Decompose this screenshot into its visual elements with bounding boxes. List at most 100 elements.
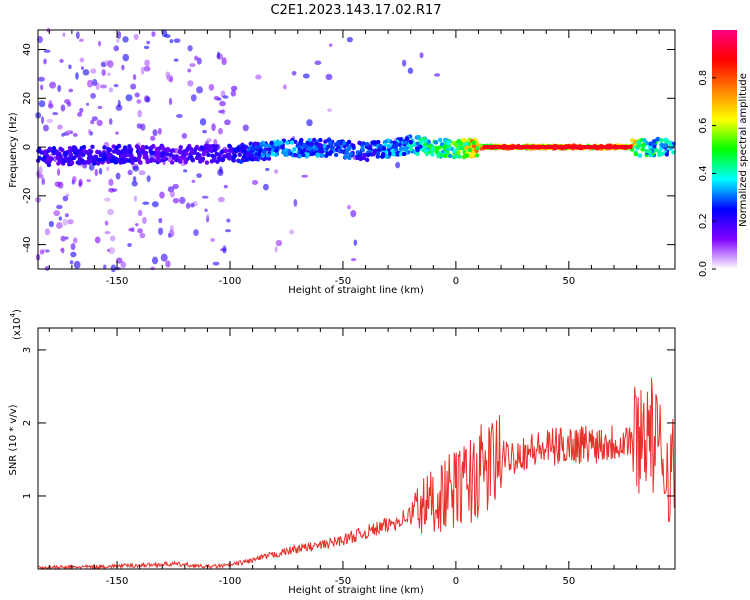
snr-line (37, 377, 676, 571)
spectrogram-cell (469, 153, 474, 158)
spectrogram-cell (59, 58, 64, 63)
spectrogram-cell (150, 135, 156, 141)
spectrogram-cell (664, 152, 670, 157)
spectrogram-cell (132, 165, 140, 172)
spectrogram-cell (73, 237, 78, 244)
spectrogram-cell (52, 112, 59, 116)
spectrogram-cell (94, 168, 98, 177)
spectrogram-cell (189, 149, 194, 155)
spectrogram-cell (117, 31, 122, 39)
spectrogram-cell (168, 229, 175, 238)
spectrogram-cell (142, 216, 147, 225)
spectrogram-cell (457, 154, 462, 159)
spectrogram-cell (36, 173, 44, 179)
spectrogram-cell (474, 153, 480, 158)
spectrogram-cell (44, 266, 50, 271)
spectrogram-cell (346, 204, 352, 210)
spectrogram-cell (196, 86, 203, 94)
spectrogram-cell (132, 176, 137, 183)
spectrogram-cell (456, 150, 461, 155)
spectrogram-cell (96, 119, 103, 127)
spectrogram-cell (206, 148, 212, 153)
spectrogram-cell (231, 154, 237, 160)
spectrogram-cell (81, 148, 86, 154)
spectrogram-cell (45, 249, 50, 253)
spectrogram-cell (652, 139, 657, 144)
spectrogram-cell (448, 153, 453, 159)
spectrogram-cell (318, 143, 324, 148)
spectrogram-cell (178, 145, 183, 150)
spectrogram-cell (408, 139, 414, 145)
spectrogram-cell (97, 105, 103, 109)
spectrogram-cell (151, 201, 159, 208)
spectrogram-cell (106, 166, 110, 172)
spectrogram-cell (241, 154, 247, 160)
spectrogram-cell (47, 146, 52, 151)
spectrogram-cell (403, 145, 408, 151)
spectrogram-cell (128, 149, 133, 155)
spectrogram-cell (40, 116, 45, 124)
spectrogram-cell (637, 143, 642, 148)
y-tick-label: 3 (22, 347, 33, 353)
spectrogram-cell (65, 193, 70, 197)
spectrogram-cells (35, 27, 676, 273)
spectrogram-cell (178, 159, 183, 164)
spectrogram-cell (224, 119, 231, 126)
spectrogram-cell (58, 146, 63, 152)
spectrogram-cell (292, 147, 297, 152)
spectrogram-cell (67, 219, 74, 225)
spectrogram-cell (357, 140, 362, 146)
spectrogram-cell (471, 144, 477, 149)
spectrogram-cell (60, 104, 66, 112)
spectrogram-cell (433, 140, 439, 145)
spectrogram-cell (57, 124, 63, 130)
snr-multiplier-prefix: (x10 (12, 317, 23, 340)
spectrogram-cell (315, 152, 320, 157)
spectrogram-cell (187, 45, 193, 52)
spectrogram-cell (76, 31, 80, 40)
spectrogram-cell (108, 187, 115, 193)
spectrogram-cell (43, 49, 51, 53)
spectrogram-cell (86, 179, 91, 183)
spectrogram-cell (78, 38, 84, 43)
spectrogram-cell (112, 149, 118, 154)
x-tick-label: 0 (453, 576, 459, 587)
colorbar-tick-label: 0.4 (698, 165, 709, 181)
spectrogram-cell (641, 142, 646, 148)
spectrogram-cell (90, 68, 97, 74)
x-tick-label: -50 (335, 576, 351, 587)
colorbar-tick-label: 0.0 (698, 261, 709, 277)
colorbar-ticks: 0.0 0.2 0.4 0.6 0.8 (698, 70, 716, 277)
spectrogram-cell (70, 251, 77, 258)
spectrogram-cell (79, 107, 84, 113)
spectrogram-cell (365, 152, 371, 158)
x-tick-label: 50 (562, 276, 575, 287)
spectrogram-cell (202, 129, 207, 134)
spectrogram-cell (328, 149, 334, 155)
spectrogram-cell (423, 142, 428, 147)
spectrogram-cell (343, 154, 348, 160)
spectrogram-cell (90, 119, 95, 125)
spectrogram-cell (663, 143, 668, 148)
spectrogram-cell (113, 45, 120, 52)
spectrogram-cell (75, 72, 79, 80)
spectrogram-cell (273, 142, 279, 147)
spectrogram-cell (104, 231, 111, 235)
spectrogram-cell (242, 124, 249, 132)
x-tick-label: -150 (106, 276, 129, 287)
spectrogram-cell (55, 155, 60, 160)
spectrogram-cell (388, 151, 393, 156)
spectrogram-cell (120, 261, 127, 269)
spectrogram-cell (109, 235, 116, 242)
spectrogram-cell (169, 39, 174, 44)
spectrogram-cell (122, 145, 128, 150)
spectrogram-cell (200, 156, 206, 162)
spectrogram-cell (126, 158, 132, 163)
spectrogram-cell (62, 218, 68, 226)
spectrogram-cell (88, 149, 94, 154)
spectrogram-frame (37, 29, 676, 270)
spectrogram-cell (81, 144, 87, 150)
spectrogram-cell (176, 113, 183, 119)
spectrogram-cell (109, 158, 115, 163)
spectrogram-cell (98, 168, 103, 175)
